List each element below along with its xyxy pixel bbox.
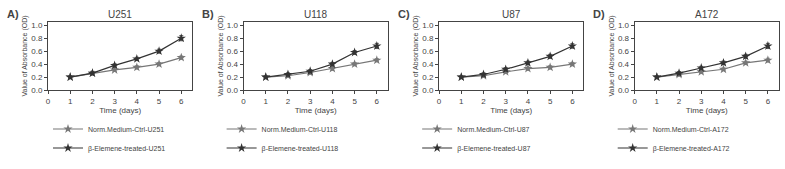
svg-text:β-Elemene-treated-U251: β-Elemene-treated-U251 — [88, 145, 165, 153]
svg-text:A172: A172 — [695, 9, 719, 20]
svg-text:1.0: 1.0 — [422, 21, 434, 30]
svg-text:0.6: 0.6 — [422, 47, 434, 56]
svg-text:4: 4 — [526, 97, 531, 106]
svg-text:0.0: 0.0 — [227, 86, 239, 95]
svg-text:0: 0 — [632, 97, 637, 106]
svg-text:6: 6 — [766, 97, 771, 106]
svg-text:0.2: 0.2 — [31, 73, 43, 82]
svg-text:5: 5 — [743, 97, 748, 106]
svg-text:0.8: 0.8 — [31, 34, 43, 43]
svg-text:6: 6 — [375, 97, 380, 106]
svg-text:3: 3 — [699, 97, 704, 106]
svg-text:0: 0 — [241, 97, 246, 106]
svg-text:0: 0 — [437, 97, 442, 106]
svg-text:U87: U87 — [502, 9, 521, 20]
svg-text:Norm.Medium-Ctrl-U87: Norm.Medium-Ctrl-U87 — [457, 126, 529, 133]
svg-text:Value of Absorbance (OD): Value of Absorbance (OD) — [608, 15, 616, 96]
svg-text:0.0: 0.0 — [618, 86, 630, 95]
svg-text:D): D) — [593, 8, 605, 20]
svg-text:C): C) — [398, 8, 410, 20]
svg-text:1: 1 — [655, 97, 660, 106]
svg-text:0.4: 0.4 — [31, 60, 43, 69]
svg-text:0.4: 0.4 — [422, 60, 434, 69]
svg-text:Time (days): Time (days) — [99, 106, 141, 115]
svg-text:1.0: 1.0 — [31, 21, 43, 30]
svg-text:2: 2 — [90, 97, 95, 106]
svg-text:β-Elemene-treated-U87: β-Elemene-treated-U87 — [457, 145, 530, 153]
svg-text:1: 1 — [264, 97, 269, 106]
svg-text:Norm.Medium-Ctrl-U118: Norm.Medium-Ctrl-U118 — [262, 126, 338, 133]
svg-text:3: 3 — [308, 97, 313, 106]
svg-text:2: 2 — [481, 97, 486, 106]
svg-text:Value of Absorbance (OD): Value of Absorbance (OD) — [21, 15, 29, 96]
svg-text:3: 3 — [503, 97, 508, 106]
svg-text:1: 1 — [68, 97, 73, 106]
svg-text:4: 4 — [721, 97, 726, 106]
svg-text:A): A) — [7, 8, 19, 20]
svg-text:0.8: 0.8 — [227, 34, 239, 43]
svg-text:0: 0 — [46, 97, 51, 106]
svg-text:Value of Absorbance (OD): Value of Absorbance (OD) — [217, 15, 225, 96]
svg-text:0.6: 0.6 — [31, 47, 43, 56]
svg-text:β-Elemene-treated-A172: β-Elemene-treated-A172 — [653, 145, 730, 153]
svg-text:4: 4 — [330, 97, 335, 106]
svg-text:U251: U251 — [108, 9, 132, 20]
svg-text:6: 6 — [570, 97, 575, 106]
svg-text:4: 4 — [135, 97, 140, 106]
svg-text:Time (days): Time (days) — [686, 106, 728, 115]
svg-text:5: 5 — [157, 97, 162, 106]
svg-text:0.4: 0.4 — [227, 60, 239, 69]
svg-text:1.0: 1.0 — [618, 21, 630, 30]
svg-text:Time (days): Time (days) — [295, 106, 337, 115]
svg-text:Time (days): Time (days) — [490, 106, 532, 115]
svg-text:0.6: 0.6 — [227, 47, 239, 56]
svg-text:0.0: 0.0 — [31, 86, 43, 95]
svg-text:2: 2 — [286, 97, 291, 106]
svg-text:Norm.Medium-Ctrl-U251: Norm.Medium-Ctrl-U251 — [88, 126, 164, 133]
svg-text:0.8: 0.8 — [618, 34, 630, 43]
svg-text:5: 5 — [548, 97, 553, 106]
svg-text:3: 3 — [112, 97, 117, 106]
svg-text:U118: U118 — [304, 9, 328, 20]
svg-text:0.6: 0.6 — [618, 47, 630, 56]
svg-text:0.2: 0.2 — [422, 73, 434, 82]
svg-text:Norm.Medium-Ctrl-A172: Norm.Medium-Ctrl-A172 — [653, 126, 729, 133]
svg-text:6: 6 — [179, 97, 184, 106]
svg-text:B): B) — [202, 8, 214, 20]
svg-text:Value of Absorbance (OD): Value of Absorbance (OD) — [412, 15, 420, 96]
svg-text:1: 1 — [459, 97, 464, 106]
svg-text:2: 2 — [677, 97, 682, 106]
svg-text:5: 5 — [352, 97, 357, 106]
svg-text:0.0: 0.0 — [422, 86, 434, 95]
svg-text:0.2: 0.2 — [618, 73, 630, 82]
svg-text:0.2: 0.2 — [227, 73, 239, 82]
svg-text:0.4: 0.4 — [618, 60, 630, 69]
svg-text:0.8: 0.8 — [422, 34, 434, 43]
svg-text:1.0: 1.0 — [227, 21, 239, 30]
svg-text:β-Elemene-treated-U118: β-Elemene-treated-U118 — [262, 145, 339, 153]
